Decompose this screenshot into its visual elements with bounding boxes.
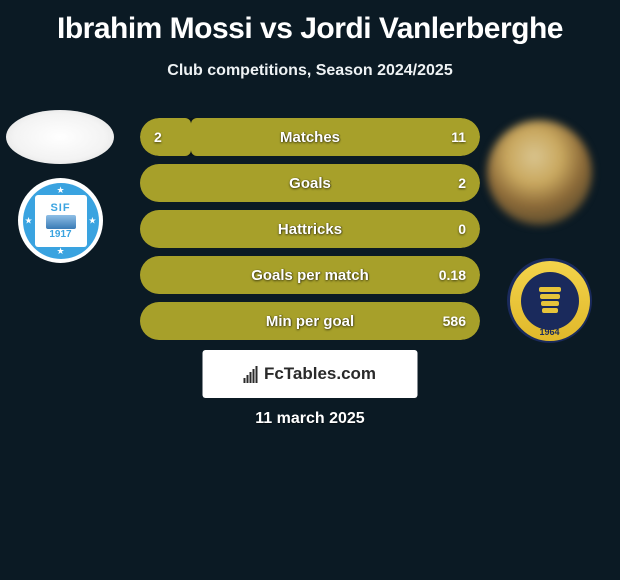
page-title: Ibrahim Mossi vs Jordi Vanlerberghe [0, 0, 620, 46]
footer-date: 11 march 2025 [0, 410, 620, 428]
stat-row: Goals2 [140, 164, 480, 202]
stat-label: Goals per match [140, 256, 480, 294]
stat-value-right: 0 [458, 210, 466, 248]
stat-label: Matches [140, 118, 480, 156]
club-crest-right: 1964 [507, 258, 592, 343]
club-left-abbr: SIF [50, 202, 70, 214]
club-right-year: 1964 [510, 327, 590, 337]
stats-container: Matches211Goals2Hattricks0Goals per matc… [140, 118, 480, 348]
branding-badge: FcTables.com [203, 350, 418, 398]
stat-value-right: 2 [458, 164, 466, 202]
player-photo-left [6, 110, 114, 164]
club-crest-left: ★ ★ ★ ★ SIF 1917 [18, 178, 103, 263]
stat-value-right: 11 [451, 118, 466, 156]
branding-text: FcTables.com [264, 364, 376, 384]
stat-value-right: 0.18 [439, 256, 466, 294]
stat-row: Hattricks0 [140, 210, 480, 248]
stat-row: Matches2 11 [140, 118, 480, 156]
bars-icon [244, 366, 258, 383]
stat-label: Hattricks [140, 210, 480, 248]
club-left-year: 1917 [49, 229, 71, 240]
stat-row: Min per goal586 [140, 302, 480, 340]
stat-label: Goals [140, 164, 480, 202]
stat-row: Goals per match0.18 [140, 256, 480, 294]
stat-value-left: 2 [154, 118, 162, 156]
tower-icon [540, 287, 560, 315]
stat-label: Min per goal [140, 302, 480, 340]
page-subtitle: Club competitions, Season 2024/2025 [0, 62, 620, 80]
stat-value-right: 586 [443, 302, 466, 340]
player-photo-right [487, 120, 592, 225]
